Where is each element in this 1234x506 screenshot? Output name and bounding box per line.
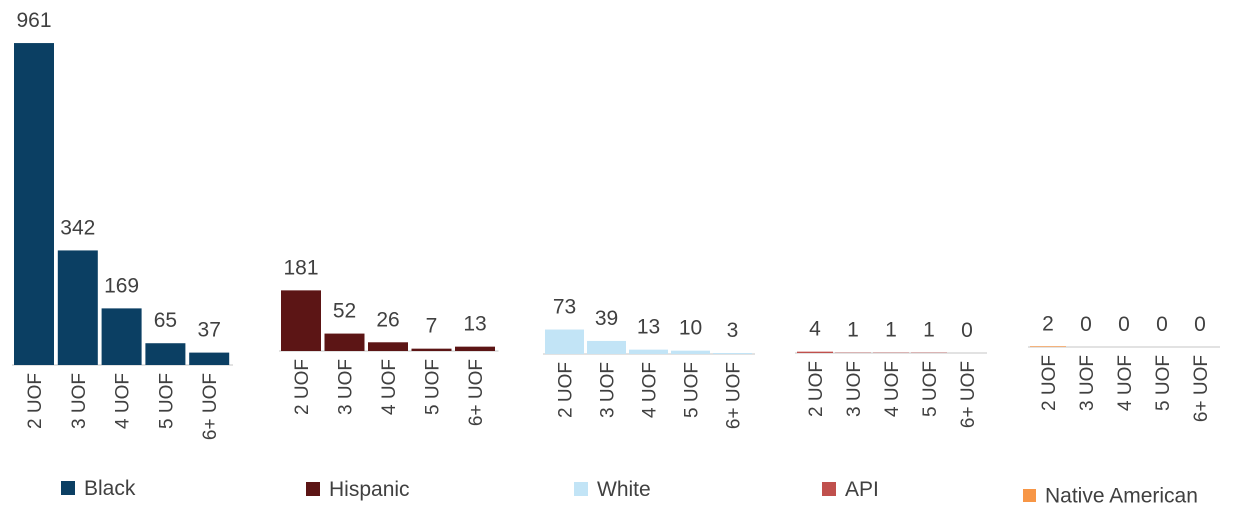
bar — [189, 352, 230, 365]
value-label: 4 — [809, 318, 821, 341]
legend-swatch — [574, 482, 588, 496]
legend-label: Native American — [1045, 485, 1198, 506]
value-label: 73 — [553, 296, 576, 319]
bar — [587, 340, 626, 354]
x-tick-label: 5 UOF — [920, 361, 941, 417]
x-tick-label: 2 UOF — [806, 361, 827, 417]
value-label: 13 — [637, 316, 660, 339]
legend-label: Hispanic — [329, 478, 410, 501]
x-tick-label: 3 UOF — [69, 373, 90, 429]
x-tick-label: 6+ UOF — [1191, 355, 1212, 422]
value-label: 0 — [1194, 313, 1206, 336]
value-label: 0 — [961, 319, 973, 342]
legend-swatch — [1023, 489, 1036, 502]
bar — [713, 352, 752, 354]
x-tick-label: 3 UOF — [598, 362, 619, 418]
x-tick-label: 2 UOF — [292, 359, 313, 415]
bar — [671, 350, 710, 354]
bar — [368, 342, 408, 351]
value-label: 961 — [16, 9, 51, 32]
legend-label: Black — [84, 477, 136, 500]
x-tick-label: 6+ UOF — [724, 362, 745, 429]
value-label: 181 — [283, 256, 318, 279]
bar — [101, 308, 142, 365]
bar — [545, 329, 584, 354]
x-tick-label: 2 UOF — [1039, 355, 1060, 411]
bar — [411, 348, 452, 351]
value-label: 0 — [1118, 313, 1130, 336]
value-label: 342 — [60, 216, 95, 239]
bar — [1030, 346, 1066, 347]
value-label: 1 — [923, 319, 935, 342]
x-tick-label: 2 UOF — [556, 362, 577, 418]
x-tick-label: 5 UOF — [156, 373, 177, 429]
value-label: 10 — [679, 317, 702, 340]
legend-swatch — [61, 481, 75, 495]
value-label: 1 — [885, 319, 897, 342]
x-tick-label: 5 UOF — [423, 359, 444, 415]
x-tick-label: 5 UOF — [682, 362, 703, 418]
value-label: 3 — [727, 319, 739, 342]
x-tick-label: 6+ UOF — [958, 361, 979, 428]
legend-swatch — [306, 482, 320, 496]
value-label: 7 — [426, 315, 438, 338]
legend-label: White — [597, 478, 651, 501]
value-label: 1 — [847, 319, 859, 342]
bar — [14, 43, 54, 365]
x-tick-label: 4 UOF — [379, 359, 400, 415]
x-tick-label: 5 UOF — [1153, 355, 1174, 411]
bar — [455, 346, 495, 351]
value-label: 2 — [1042, 312, 1054, 335]
value-label: 26 — [376, 308, 399, 331]
legend-label: API — [845, 478, 879, 501]
bar — [281, 290, 321, 351]
value-label: 169 — [104, 274, 139, 297]
x-tick-label: 4 UOF — [113, 373, 134, 429]
value-label: 52 — [333, 300, 356, 323]
x-tick-label: 4 UOF — [640, 362, 661, 418]
bar — [57, 250, 98, 365]
value-label: 13 — [463, 313, 486, 336]
value-label: 65 — [154, 309, 177, 332]
value-label: 0 — [1156, 313, 1168, 336]
x-tick-label: 2 UOF — [25, 373, 46, 429]
x-tick-label: 4 UOF — [882, 361, 903, 417]
bar — [629, 349, 668, 354]
x-tick-label: 6+ UOF — [466, 359, 487, 426]
value-label: 37 — [198, 319, 221, 342]
x-tick-label: 3 UOF — [336, 359, 357, 415]
x-tick-label: 4 UOF — [1115, 355, 1136, 411]
x-tick-label: 3 UOF — [1077, 355, 1098, 411]
bar — [324, 333, 365, 351]
bar — [145, 343, 186, 365]
bar — [797, 351, 833, 353]
value-label: 39 — [595, 307, 618, 330]
x-tick-label: 3 UOF — [844, 361, 865, 417]
legend-swatch — [822, 482, 836, 496]
x-tick-label: 6+ UOF — [200, 373, 221, 440]
value-label: 0 — [1080, 313, 1092, 336]
